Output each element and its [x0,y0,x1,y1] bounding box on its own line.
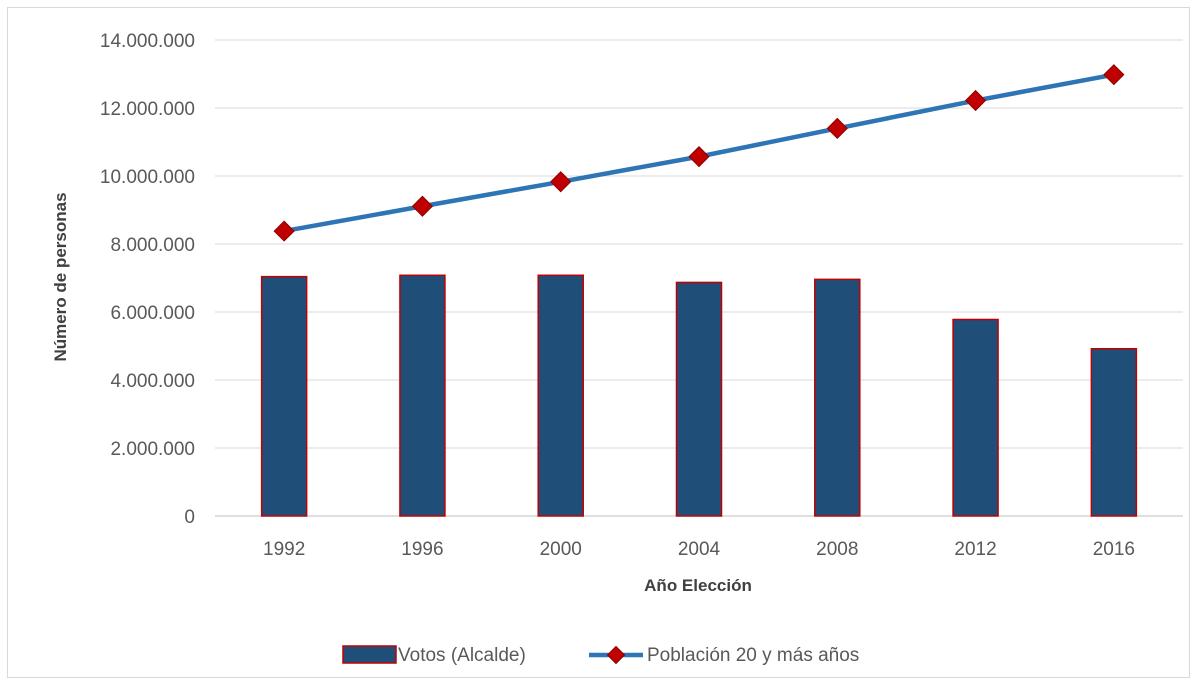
x-tick-label: 2012 [954,539,996,560]
marker-poblacion-1996 [411,195,434,217]
y-tick-label: 6.000.000 [110,303,195,324]
x-tick-label: 1996 [401,539,443,560]
legend: Votos (Alcalde) Población 20 y más años [342,645,859,666]
x-tick-label: 1992 [263,539,305,560]
y-axis-ticks: 0 2.000.000 4.000.000 6.000.000 8.000.000 10.… [100,31,195,528]
legend-label-bar: Votos (Alcalde) [398,645,526,666]
y-axis-title: Número de personas [51,192,70,361]
legend-swatch-marker [606,645,626,665]
bar-votos-2004 [675,281,723,517]
line-series [273,64,1125,242]
bar-votos-2000 [537,274,584,517]
marker-poblacion-2004 [688,146,710,168]
y-tick-label: 12.000.000 [100,99,195,120]
x-axis-ticks: 1992 1996 2000 2004 2008 2012 2016 [263,539,1135,560]
x-tick-label: 2008 [816,539,858,560]
marker-poblacion-2016 [1103,64,1125,86]
bar-votos-2012 [952,318,999,517]
bar-votos-2008 [814,278,861,517]
marker-poblacion-2000 [550,171,572,193]
y-tick-label: 2.000.000 [110,439,195,460]
bar-series [260,274,1138,517]
y-tick-label: 0 [184,507,195,528]
bar-votos-2016 [1090,347,1138,517]
bar-votos-1996 [399,274,446,517]
legend-swatch-bar [342,645,397,664]
bar-votos-1992 [260,275,308,517]
marker-poblacion-2012 [964,89,987,112]
x-tick-label: 2000 [540,539,582,560]
gridlines [215,39,1183,517]
x-tick-label: 2004 [678,539,721,560]
marker-poblacion-2008 [826,117,848,140]
y-tick-label: 14.000.000 [100,31,195,52]
y-tick-label: 8.000.000 [110,235,195,256]
x-axis-title: Año Elección [644,576,752,595]
y-tick-label: 10.000.000 [100,167,195,188]
y-tick-label: 4.000.000 [110,371,195,392]
legend-label-line: Población 20 y más años [647,645,859,666]
marker-poblacion-1992 [273,220,295,242]
x-tick-label: 2016 [1093,539,1135,560]
